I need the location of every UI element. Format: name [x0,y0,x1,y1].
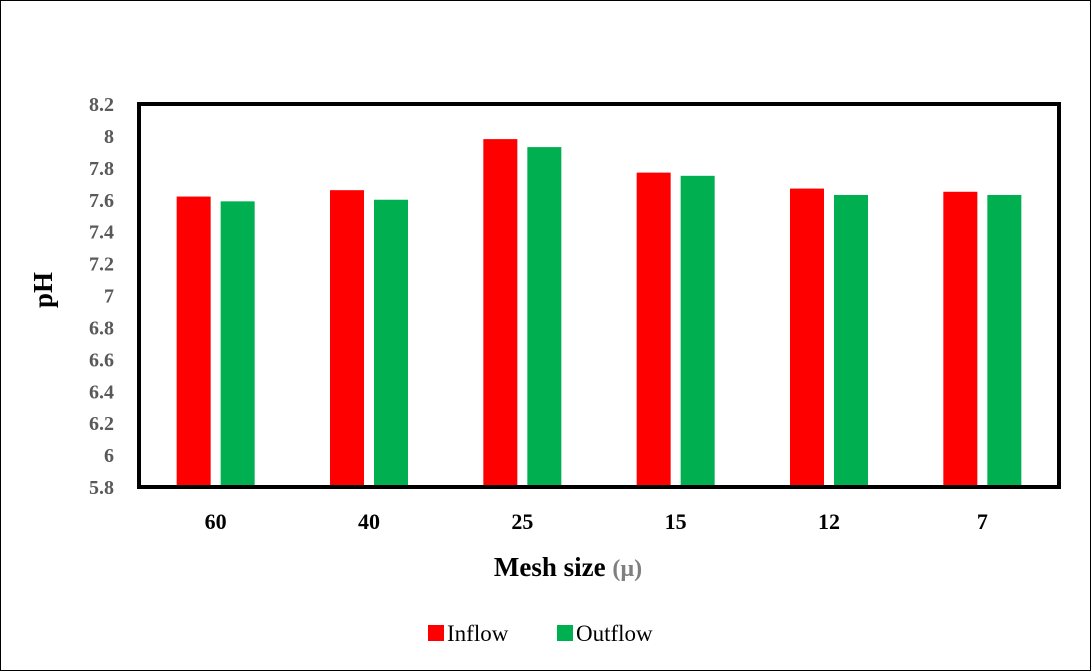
bar-outflow-60 [220,201,255,488]
y-tick-label: 8 [104,126,114,148]
x-tick-label: 15 [665,509,687,534]
bar-outflow-40 [374,199,408,487]
y-axis-label: pH [28,272,58,308]
legend-label-outflow: Outflow [576,621,653,646]
y-tick-label: 6.4 [89,381,114,403]
bar-outflow-15 [680,175,715,487]
x-tick-label: 25 [511,509,533,534]
y-tick-label: 5.8 [89,477,114,499]
x-axis-label-unit: (µ) [612,556,642,582]
x-axis-ticks: 60 40 25 15 12 7 [205,509,988,534]
y-tick-label: 6 [104,445,114,467]
y-tick-label: 6.8 [89,317,114,339]
bar-outflow-12 [834,194,868,487]
legend-label-inflow: Inflow [447,621,509,646]
y-tick-label: 6.6 [89,349,114,371]
bar-inflow-15 [636,172,671,487]
y-tick-label: 8.2 [89,94,114,116]
bar-inflow-12 [790,188,824,487]
x-axis-label-main: Mesh size [494,552,606,582]
x-tick-label: 12 [818,509,840,534]
bar-inflow-60 [176,196,211,487]
y-tick-label: 6.2 [89,413,114,435]
x-tick-label: 60 [205,509,227,534]
y-tick-label: 7.8 [89,158,114,180]
y-tick-label: 7.6 [89,190,114,212]
bar-outflow-7 [987,194,1022,487]
y-tick-label: 7.2 [89,254,114,276]
legend-swatch-inflow [428,625,444,641]
bar-inflow-25 [483,139,518,487]
x-axis-label: Mesh size (µ) [494,552,642,582]
y-tick-label: 7 [104,286,114,308]
legend-swatch-outflow [557,625,573,641]
plot-area-border [137,102,1061,489]
x-tick-label: 40 [358,509,380,534]
y-tick-label: 7.4 [89,222,114,244]
x-tick-label: 7 [977,509,988,534]
y-axis-ticks: 5.8 6 6.2 6.4 6.6 6.8 7 7.2 7.4 7.6 7.8 8 8.2 [89,94,114,499]
bar-outflow-25 [527,147,562,487]
bar-inflow-40 [330,190,364,488]
legend: Inflow Outflow [428,621,653,646]
bars-layer [176,139,1022,488]
bar-inflow-7 [943,191,978,488]
